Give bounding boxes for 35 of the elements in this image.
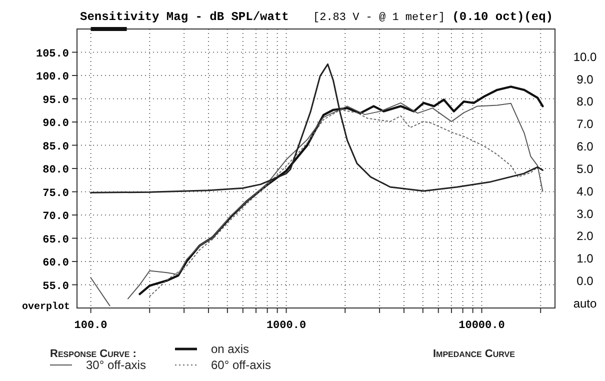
- legend-title: Response Curve :: [50, 348, 136, 360]
- y2-tick-label: auto: [573, 296, 597, 310]
- y-tick-label: 95.0: [42, 94, 69, 107]
- text: Impedance Curve: [433, 348, 516, 360]
- text: (0.10 oct)(eq): [452, 10, 553, 24]
- x-tick-label: 100.0: [74, 320, 108, 332]
- y2-tick-label: 2.0: [576, 229, 594, 244]
- x-tick-label: 1000.0: [266, 320, 306, 332]
- y-tick-label: 85.0: [42, 141, 69, 154]
- y2-tick-label: 4.0: [576, 184, 594, 198]
- y2-tick-label: 5.0: [576, 162, 594, 176]
- y-tick-label: 55.0: [42, 280, 69, 293]
- legend-label: on axis: [211, 342, 250, 356]
- y2-tick-label: 0.0: [576, 274, 594, 288]
- chart-subtitle: [2.83 V - @ 1 meter]: [313, 12, 446, 24]
- y2-tick-label: 6.0: [576, 140, 594, 154]
- legend-label: 30° off-axis: [86, 358, 146, 372]
- chart-title: Sensitivity Mag - dB SPL/watt: [80, 10, 289, 24]
- y-tick-label: 105.0: [36, 48, 69, 60]
- y-tick-label: 60.0: [42, 258, 69, 270]
- y2-tick-label: 8.0: [576, 94, 594, 109]
- y2-tick-label: 3.0: [576, 206, 594, 221]
- y-tick-label: 80.0: [42, 164, 69, 176]
- y-tick-label: 75.0: [42, 188, 69, 200]
- y2-tick-label: 7.0: [576, 117, 594, 132]
- y-tick-label: 90.0: [42, 118, 69, 130]
- x-tick-label: 10000.0: [458, 320, 505, 332]
- y-tick-label: 100.0: [36, 72, 69, 84]
- legend-label: 60° off-axis: [211, 358, 271, 372]
- y2-tick-label: 1.0: [576, 252, 594, 266]
- text: overplot: [22, 301, 70, 313]
- y2-tick-label: 9.0: [576, 72, 594, 86]
- y-tick-label: 65.0: [42, 234, 69, 246]
- y-tick-label: 70.0: [42, 211, 69, 223]
- y2-tick-label: 10.0: [573, 50, 597, 64]
